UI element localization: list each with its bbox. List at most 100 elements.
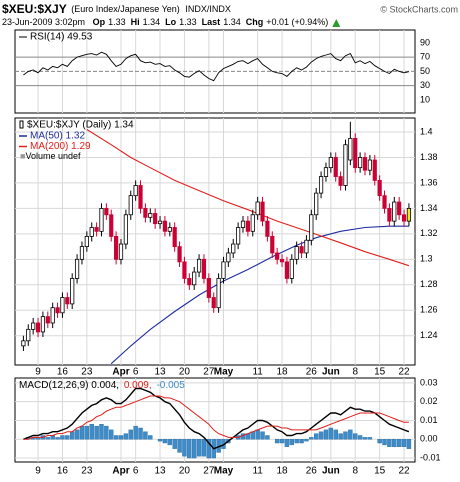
- macd-histogram-bar: [279, 439, 285, 444]
- rsi-tick-label: 30: [420, 80, 430, 90]
- macd-histogram-bar: [274, 439, 280, 444]
- macd-histogram-bar: [333, 429, 338, 440]
- macd-histogram-bar: [318, 431, 324, 440]
- candle-body: [187, 278, 192, 286]
- x-tick-label: 8: [352, 367, 358, 378]
- rsi-plot: [15, 30, 415, 113]
- subtitle: (Euro Index/Japanese Yen): [71, 4, 180, 14]
- macd-histogram-bar: [367, 437, 373, 440]
- x-tick-label: 15: [374, 466, 386, 477]
- candle-body: [94, 227, 99, 232]
- quote-line: 23-Jun-2009 3:02pm Op 1.33 Hi 1.34 Lo 1.33 Las…: [2, 17, 328, 27]
- macd-histogram-bar: [314, 433, 319, 440]
- candle-body: [40, 316, 46, 333]
- macd-histogram-bar: [191, 439, 197, 459]
- x-tick-label: Jun: [322, 466, 340, 477]
- macd-histogram-bar: [387, 439, 392, 447]
- x-tick-label: Apr: [112, 466, 129, 477]
- x-tick-label: 16: [57, 466, 69, 477]
- candle-body: [31, 322, 36, 330]
- quote-value: +0.01 (+0.94%): [266, 17, 328, 27]
- candle-body: [270, 236, 275, 254]
- candle-body: [114, 236, 119, 260]
- up-arrow: [332, 19, 341, 27]
- candle-body: [275, 252, 280, 260]
- candle-body: [104, 207, 109, 216]
- candle-body: [299, 246, 304, 254]
- x-tick-label: 27: [203, 367, 215, 378]
- candle-body: [250, 214, 255, 232]
- candle-body: [358, 157, 363, 169]
- candle-body: [397, 201, 402, 216]
- macd-histogram-bar: [255, 429, 260, 440]
- candle-body: [206, 278, 211, 298]
- x-tick-label: 6: [133, 367, 139, 378]
- quote-key: Hi: [131, 17, 140, 27]
- candle-body: [35, 322, 41, 333]
- volume-icon: ■: [20, 151, 25, 161]
- volume-label: Volume undef: [25, 151, 81, 161]
- macd-histogram-bar: [167, 439, 173, 446]
- quote-key: Op: [93, 17, 106, 27]
- quote-value: 1.33: [179, 17, 197, 27]
- macd-histogram-bar: [343, 431, 348, 440]
- candle-body: [323, 167, 329, 177]
- macd-tick-label: 0.02: [420, 396, 438, 406]
- macd-histogram-bar: [65, 435, 70, 440]
- macd-histogram-bar: [260, 431, 265, 440]
- candle-body: [231, 243, 236, 254]
- macd-plot: [15, 378, 415, 462]
- candle-body: [328, 157, 333, 169]
- quote-key: Lo: [165, 17, 176, 27]
- macd-histogram-bar: [392, 439, 397, 447]
- candle-body: [348, 137, 353, 161]
- rsi-line: [23, 51, 409, 82]
- quote-value: 1.34: [223, 17, 241, 27]
- macd-histogram-bar: [148, 435, 153, 440]
- macd-legend: MACD(12,26,9) 0.004, 0.009, -0.005: [19, 380, 185, 391]
- x-tick-label: 23: [81, 367, 93, 378]
- candle-body: [318, 176, 324, 194]
- macd-histogram-bar: [250, 431, 255, 440]
- macd-histogram-bar: [157, 439, 163, 442]
- y-tick-label: 1.28: [420, 279, 438, 289]
- candle-body: [79, 246, 85, 260]
- candle-body: [177, 246, 182, 263]
- candle-body: [148, 213, 153, 218]
- macd-histogram-bar: [69, 431, 75, 440]
- x-tick-label: 26: [306, 367, 318, 378]
- macd-histogram-bar: [55, 437, 60, 440]
- x-tick-label: 20: [179, 367, 191, 378]
- price-panel: [14, 117, 416, 366]
- macd-histogram-bar: [382, 439, 387, 446]
- macd-line: [23, 395, 409, 440]
- candle-body: [304, 239, 309, 254]
- macd-histogram-bar: [323, 429, 329, 440]
- x-tick-label: 27: [203, 466, 215, 477]
- y-tick-label: 1.34: [420, 203, 438, 213]
- candle-body: [406, 207, 412, 222]
- x-tick-label: 23: [81, 466, 93, 477]
- symbol: $XEU:$XJY: [2, 2, 67, 16]
- macd-histogram-bar: [89, 424, 94, 440]
- quote-value: 1.34: [143, 17, 161, 27]
- candle-body: [343, 144, 348, 186]
- signal-label: 0.009,: [124, 380, 152, 391]
- macd-tick-label: 0.01: [420, 415, 438, 425]
- macd-histogram-bar: [50, 435, 55, 440]
- macd-histogram-bar: [377, 439, 382, 444]
- candle-body: [26, 328, 31, 342]
- x-tick-label: 6: [133, 466, 139, 477]
- histogram-label: -0.005: [156, 380, 185, 391]
- candle-body: [89, 227, 94, 237]
- candle-body: [196, 258, 202, 273]
- macd-histogram-bar: [304, 439, 309, 442]
- candle-body: [221, 261, 226, 279]
- header-line: $XEU:$XJY (Euro Index/Japanese Yen) INDX…: [2, 2, 231, 16]
- macd-histogram-bar: [406, 439, 412, 449]
- macd-histogram-bar: [94, 425, 99, 440]
- candle-body: [245, 220, 250, 232]
- candle-body: [201, 258, 207, 279]
- candle-body: [128, 195, 133, 216]
- x-tick-label: Jun: [322, 367, 340, 378]
